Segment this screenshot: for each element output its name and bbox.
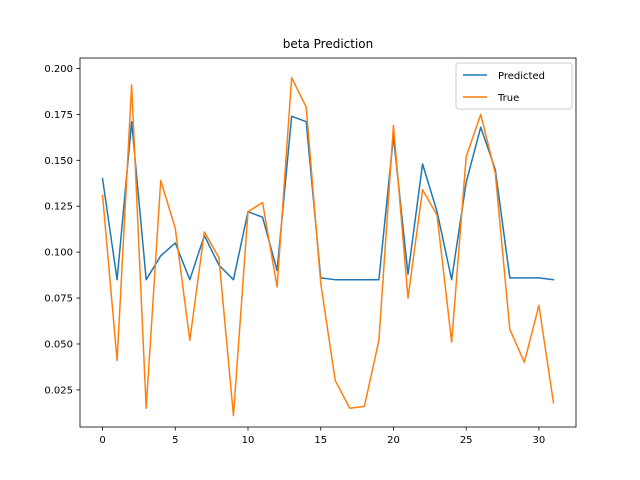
x-tick-label: 30 <box>533 435 546 446</box>
chart-title: beta Prediction <box>283 37 374 51</box>
legend: Predicted True <box>455 62 573 110</box>
x-axis: 0 5 10 15 20 25 30 <box>99 427 545 446</box>
y-axis: 0.025 0.050 0.075 0.100 0.125 0.150 0.175 0.200 <box>44 64 80 396</box>
y-tick-label: 0.050 <box>44 339 73 350</box>
y-tick-label: 0.150 <box>44 156 73 167</box>
legend-label-true: True <box>497 93 519 104</box>
x-tick-label: 5 <box>172 435 178 446</box>
y-tick-label: 0.025 <box>44 385 73 396</box>
y-tick-label: 0.175 <box>44 110 73 121</box>
series-line-true <box>101 76 555 417</box>
x-tick-label: 20 <box>387 435 400 446</box>
y-tick-label: 0.100 <box>44 248 73 259</box>
y-tick-label: 0.075 <box>44 294 73 305</box>
x-tick-label: 25 <box>460 435 473 446</box>
x-tick-label: 0 <box>99 435 105 446</box>
x-tick-label: 10 <box>242 435 255 446</box>
y-tick-label: 0.200 <box>44 64 73 75</box>
axes-frame <box>79 57 577 428</box>
legend-label-predicted: Predicted <box>498 71 545 82</box>
x-tick-label: 15 <box>314 435 327 446</box>
y-tick-label: 0.125 <box>44 202 73 213</box>
plot-area <box>79 57 577 428</box>
